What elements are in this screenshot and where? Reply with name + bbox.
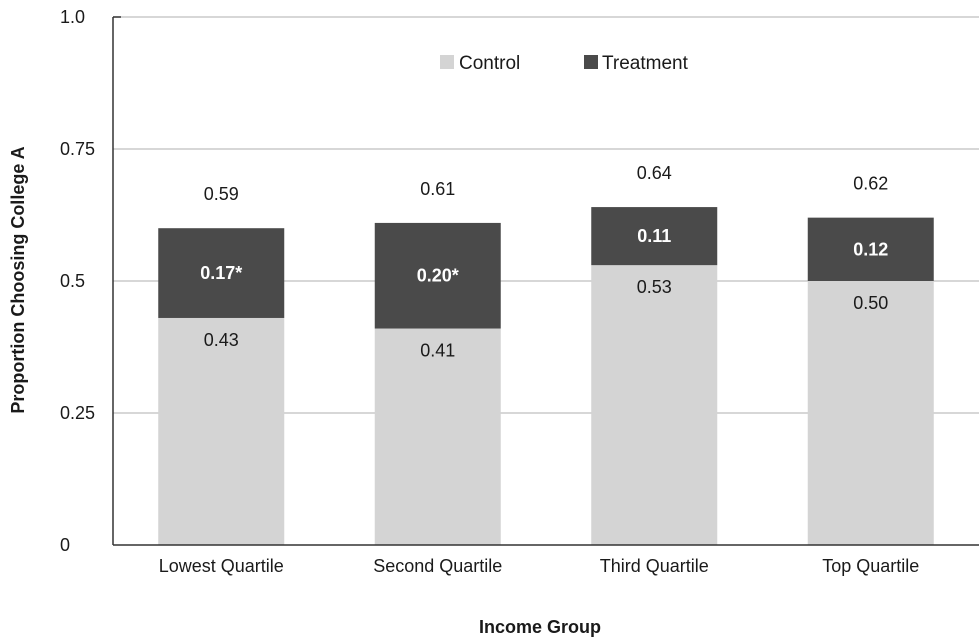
legend: Control Treatment bbox=[440, 53, 689, 74]
x-tick-label: Second Quartile bbox=[373, 556, 502, 576]
legend-swatch-treatment bbox=[584, 55, 598, 69]
axes: 0 0.25 0.5 0.75 1.0 Lowest Quartile Second Qua… bbox=[60, 7, 979, 576]
legend-label-control: Control bbox=[459, 53, 520, 74]
data-label-control: 0.50 bbox=[853, 293, 888, 313]
x-tick-label: Lowest Quartile bbox=[159, 556, 284, 576]
data-labels: 0.43 0.17* 0.59 0.41 0.20* 0.61 0.53 0.11 0.64 0.… bbox=[200, 163, 888, 360]
data-label-control: 0.41 bbox=[420, 341, 455, 361]
y-tick-label: 0.25 bbox=[60, 403, 95, 423]
bar-treatment bbox=[374, 222, 501, 329]
data-label-treatment: 0.12 bbox=[853, 239, 888, 259]
bar-control bbox=[807, 281, 934, 545]
data-label-treatment: 0.11 bbox=[637, 226, 671, 246]
y-axis-title: Proportion Choosing College A bbox=[8, 146, 28, 413]
legend-swatch-control bbox=[440, 55, 454, 69]
y-tick-label: 1.0 bbox=[60, 7, 85, 27]
data-label-treatment: 0.17* bbox=[200, 263, 242, 283]
bar-treatment bbox=[807, 217, 934, 281]
bars bbox=[158, 207, 934, 545]
y-tick-label: 0.75 bbox=[60, 139, 95, 159]
y-tick-label: 0.5 bbox=[60, 271, 85, 291]
x-axis-title: Income Group bbox=[479, 617, 601, 637]
data-label-total: 0.61 bbox=[420, 179, 455, 199]
bar-treatment bbox=[158, 228, 285, 318]
x-tick-label: Third Quartile bbox=[600, 556, 709, 576]
y-tick-label: 0 bbox=[60, 535, 70, 555]
x-tick-label: Top Quartile bbox=[822, 556, 919, 576]
bar-control bbox=[591, 265, 718, 545]
bar-treatment bbox=[591, 207, 718, 266]
bar-control bbox=[374, 328, 501, 545]
bar-control bbox=[158, 317, 285, 545]
data-label-control: 0.43 bbox=[204, 330, 239, 350]
data-label-treatment: 0.20* bbox=[417, 266, 459, 286]
data-label-total: 0.64 bbox=[637, 163, 672, 183]
legend-label-treatment: Treatment bbox=[602, 53, 689, 74]
data-label-total: 0.59 bbox=[204, 184, 239, 204]
data-label-total: 0.62 bbox=[853, 174, 888, 194]
data-label-control: 0.53 bbox=[637, 277, 672, 297]
